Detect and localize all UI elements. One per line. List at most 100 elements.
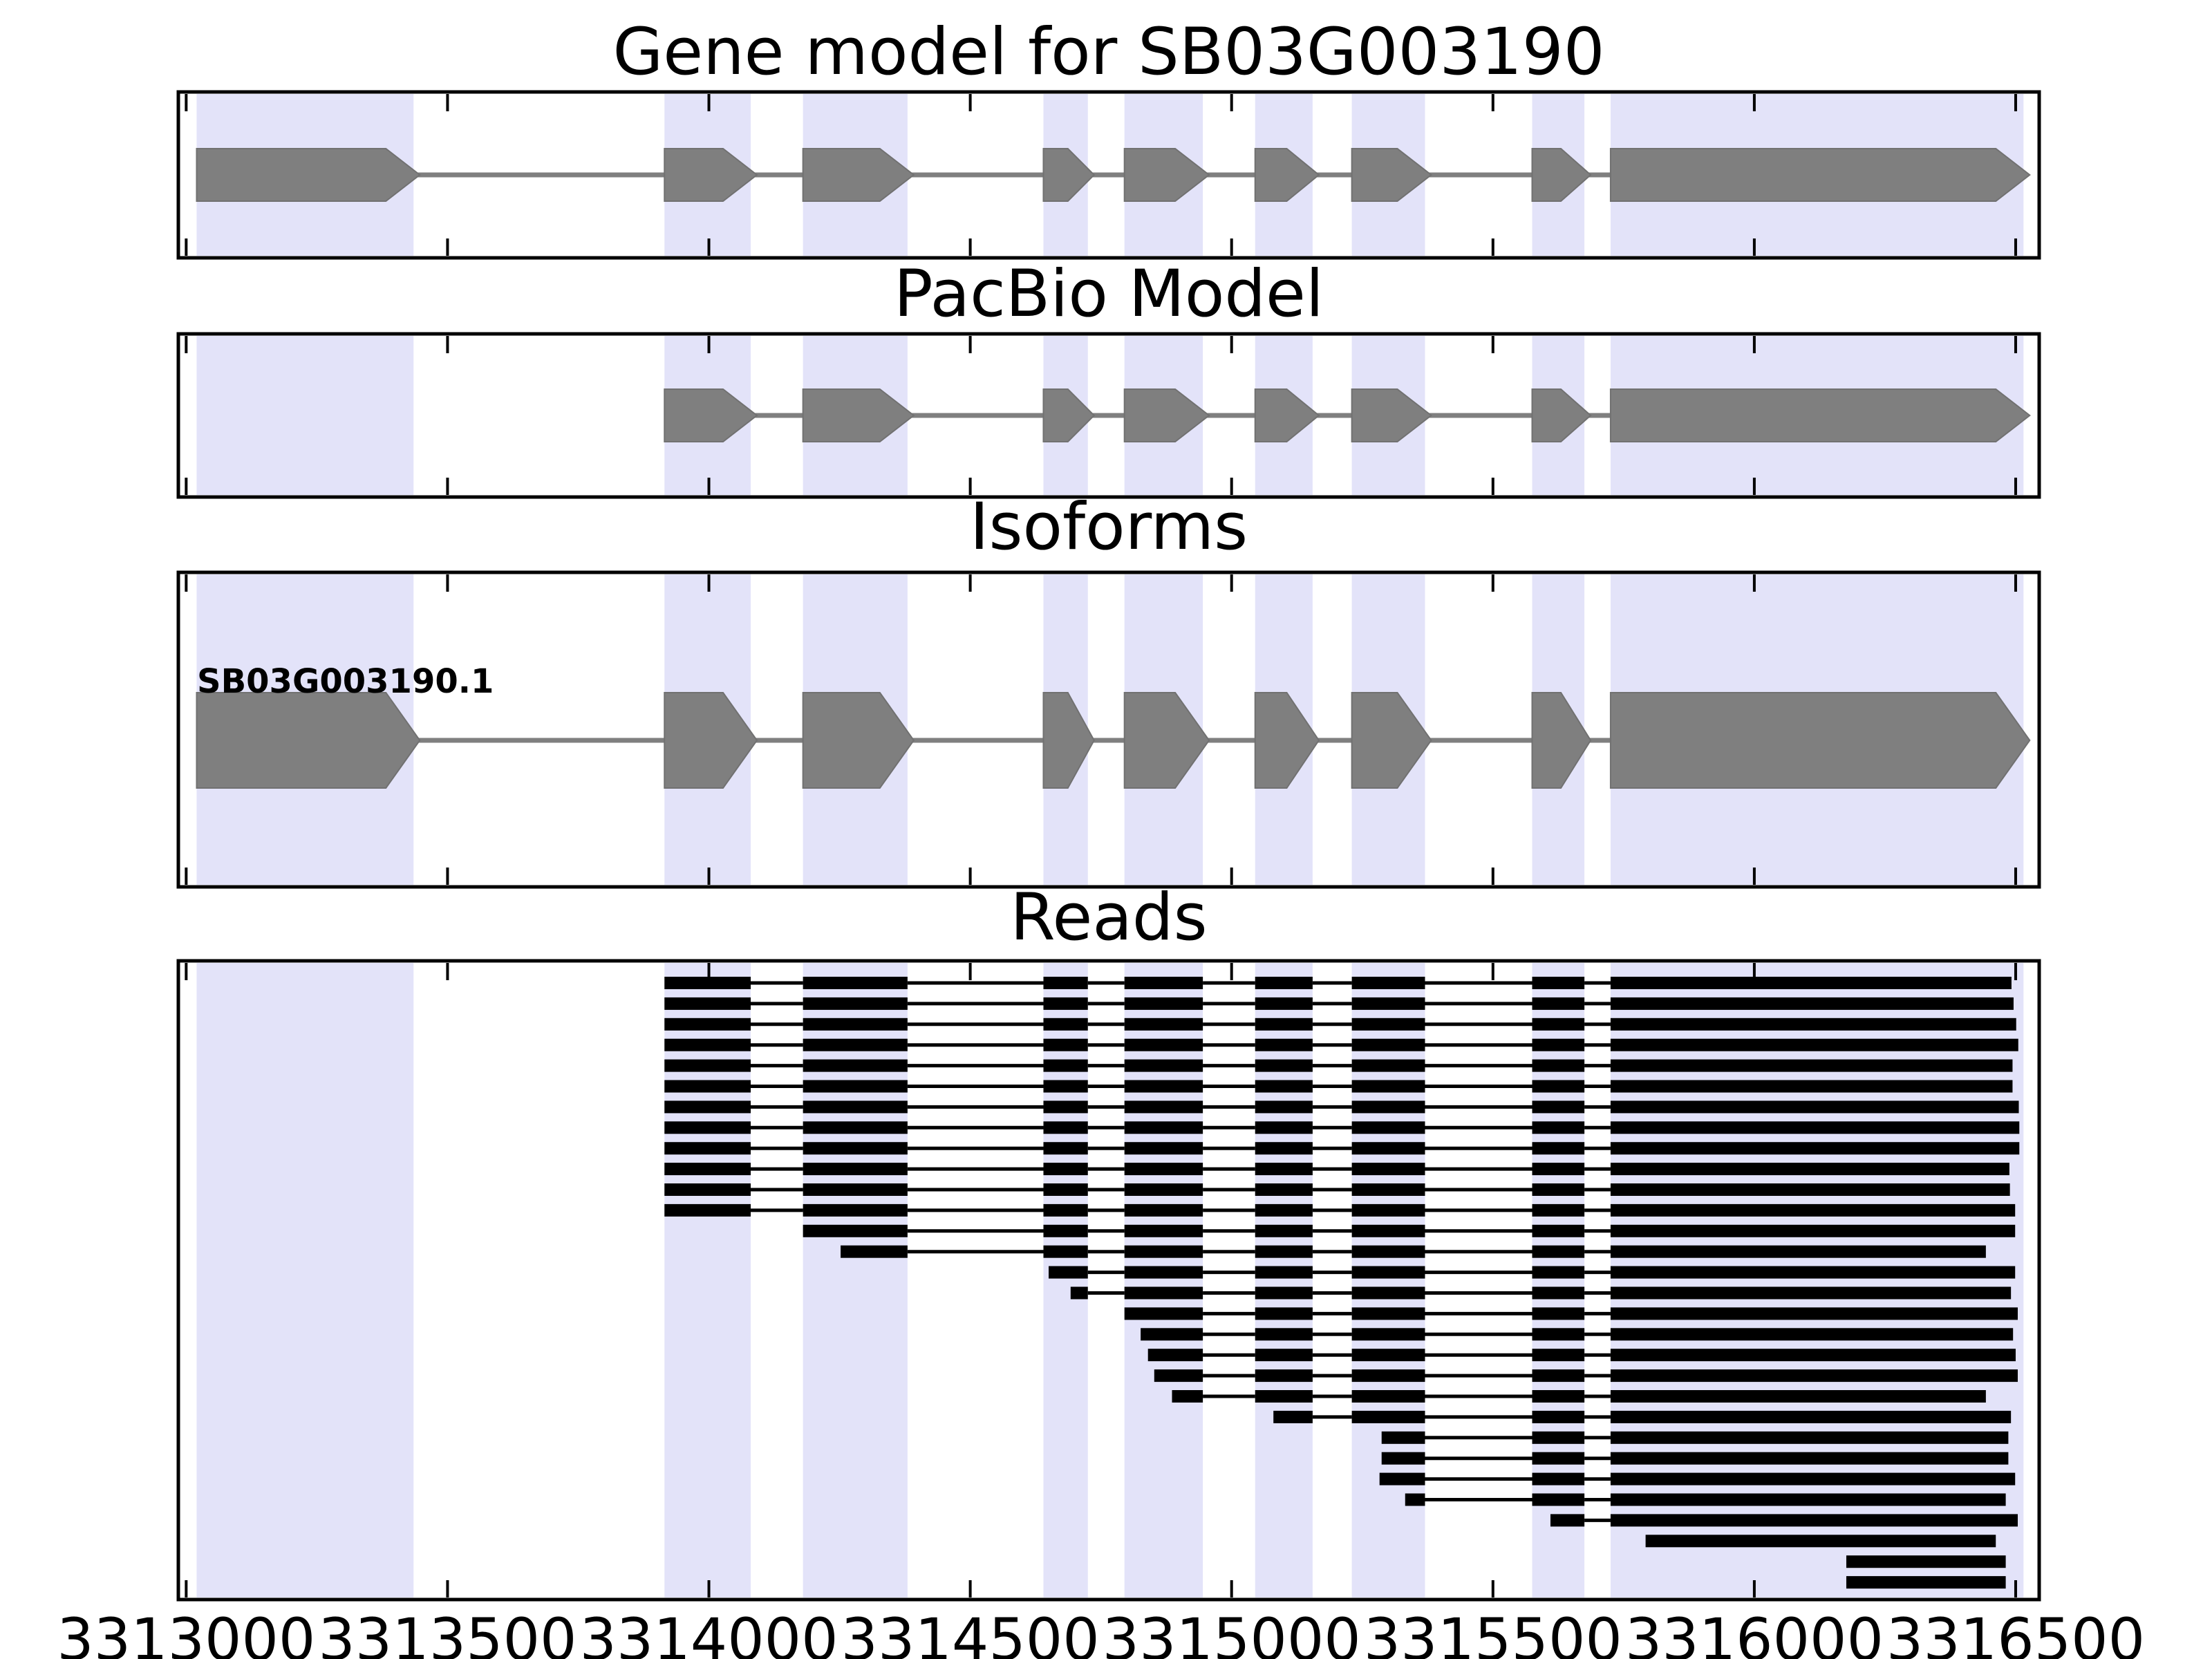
read-exon-block [664,1183,751,1196]
read-exon-block [1532,977,1585,989]
exon-arrow [1531,692,1592,789]
read-exon-block [1610,1452,2009,1465]
read-exon-block [1532,1018,1585,1031]
read-exon-block [1124,1080,1203,1093]
read-exon-block [1532,1431,1585,1444]
panel-title-isoforms: Isoforms [969,489,1248,565]
read-exon-block [1043,1018,1088,1031]
read-exon-block [1351,1163,1425,1176]
read-exon-block [1255,1183,1313,1196]
read-exon-block [1532,1100,1585,1114]
read-exon-block [1255,1163,1313,1176]
exon-arrow [1609,148,2031,202]
read-exon-block [1255,1369,1313,1382]
x-tick-label: 3315000 [1102,1606,1361,1659]
read-exon-block [1124,1307,1203,1320]
read-exon-block [1351,1080,1425,1093]
exon-arrow [1123,388,1210,442]
read-exon-block [1610,997,2014,1010]
exon-arrow [1042,388,1096,442]
read-exon-block [1351,1183,1425,1196]
read-exon-block [1532,997,1585,1010]
read-exon-block [1610,1472,2016,1485]
exon-arrow [802,692,915,789]
read-exon-block [1255,1266,1313,1279]
read-exon-block [1532,1307,1585,1320]
read-exon-block [1532,1328,1585,1341]
read-exon-block [1381,1452,1425,1465]
exon-arrow [1042,692,1095,789]
read-exon-block [1351,1349,1425,1362]
exon-highlight-band [1043,963,1088,1597]
read-exon-block [1043,1224,1088,1237]
read-exon-block [1610,1266,2016,1279]
read-exon-block [1124,1100,1203,1114]
read-exon-block [1351,1266,1425,1279]
read-exon-block [803,1224,908,1237]
read-exon-block [664,1142,751,1155]
read-exon-block [1610,1059,2013,1072]
read-exon-block [1532,1452,1585,1465]
read-exon-block [1846,1576,2006,1589]
read-exon-block [1351,1224,1425,1237]
read-exon-block [1351,1142,1425,1155]
read-exon-block [803,1183,908,1196]
read-exon-block [1124,1266,1203,1279]
read-exon-block [1043,1142,1088,1155]
read-exon-block [1610,1080,2013,1093]
read-exon-block [1351,1121,1425,1134]
read-exon-block [1043,1203,1088,1217]
read-exon-block [1255,1224,1313,1237]
exon-arrow [1254,148,1320,202]
read-exon-block [1532,1286,1585,1300]
read-exon-block [1124,997,1203,1010]
panel-border [176,90,2041,260]
exon-highlight-band [1124,963,1203,1597]
read-exon-block [1846,1555,2006,1568]
read-exon-block [1532,1245,1585,1258]
read-exon-block [1124,977,1203,989]
read-exon-block [664,1018,751,1031]
read-exon-block [1043,997,1088,1010]
read-exon-block [1351,1307,1425,1320]
exon-arrow [664,692,758,789]
read-exon-block [1610,1121,2020,1134]
read-exon-block [1532,1266,1585,1279]
read-exon-block [1043,1121,1088,1134]
read-exon-block [1255,997,1313,1010]
read-exon-block [1610,1038,2018,1051]
read-exon-block [1255,977,1313,989]
read-exon-block [1255,1038,1313,1051]
panel-title-reads: Reads [1010,880,1208,955]
read-exon-block [1049,1266,1088,1279]
read-exon-block [1532,1183,1585,1196]
read-exon-block [1351,997,1425,1010]
read-exon-block [1255,1100,1313,1114]
read-exon-block [1070,1286,1088,1300]
read-exon-block [1381,1431,1425,1444]
read-exon-block [1610,1142,2020,1155]
read-exon-block [1141,1328,1203,1341]
read-exon-block [1043,977,1088,989]
read-exon-block [664,1121,751,1134]
read-exon-block [1124,1245,1203,1258]
read-exon-block [1532,1390,1585,1403]
read-exon-block [1255,1307,1313,1320]
read-exon-block [664,1100,751,1114]
read-exon-block [803,1018,908,1031]
read-exon-block [1351,1328,1425,1341]
exon-highlight-band [196,336,414,495]
exon-arrow [802,148,915,202]
read-exon-block [1043,1038,1088,1051]
read-exon-block [803,1142,908,1155]
read-exon-block [1379,1472,1425,1485]
read-exon-block [803,1121,908,1134]
read-exon-block [1043,1183,1088,1196]
read-exon-block [1255,1121,1313,1134]
exon-arrow [1042,148,1096,202]
read-exon-block [1532,1163,1585,1176]
panel-title-gene-model: Gene model for SB03G003190 [612,15,1605,90]
read-exon-block [1273,1410,1313,1423]
read-exon-block [1124,1121,1203,1134]
exon-arrow [1351,692,1432,789]
